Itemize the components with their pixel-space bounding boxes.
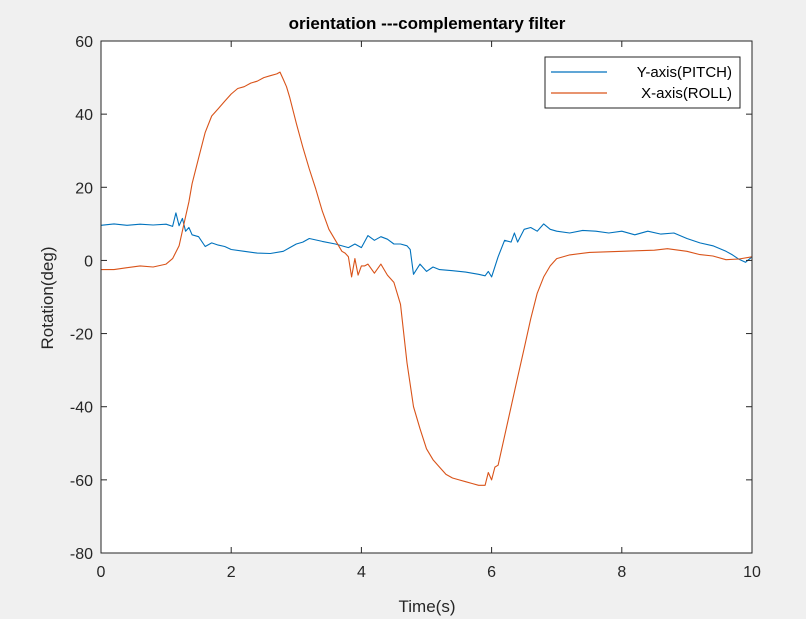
y-tick-label: -80 [70, 546, 93, 563]
x-tick-label: 8 [617, 564, 626, 581]
y-tick-label: 20 [75, 180, 93, 197]
chart-title: orientation ---complementary filter [289, 14, 566, 33]
x-tick-label: 0 [97, 564, 106, 581]
y-tick-label: 0 [84, 253, 93, 270]
x-tick-label: 2 [227, 564, 236, 581]
series-layer [100, 71, 753, 486]
legend: Y-axis(PITCH) X-axis(ROLL) [544, 56, 741, 109]
series-line-2 [101, 71, 753, 486]
y-tick-label: -20 [70, 327, 93, 344]
plot-area [101, 41, 752, 553]
x-axis-label: Time(s) [399, 597, 456, 616]
x-tick-label: 10 [743, 564, 761, 581]
legend-label-1: Y-axis(PITCH) [637, 64, 732, 81]
y-axis-label: Rotation(deg) [38, 246, 57, 349]
y-tick-label: -60 [70, 473, 93, 490]
y-tick-label: 40 [75, 107, 93, 124]
legend-box [544, 56, 741, 109]
y-tick-label: -40 [70, 400, 93, 417]
x-tick-label: 4 [357, 564, 366, 581]
axes-box [100, 40, 753, 554]
legend-label-2: X-axis(ROLL) [641, 85, 732, 102]
y-tick-label: 60 [75, 34, 93, 51]
x-tick-label: 6 [487, 564, 496, 581]
series-line-1 [100, 212, 753, 278]
axes-layer: 0 2 4 6 8 10 -80 -60 -40 -20 0 20 40 60 [70, 34, 761, 581]
